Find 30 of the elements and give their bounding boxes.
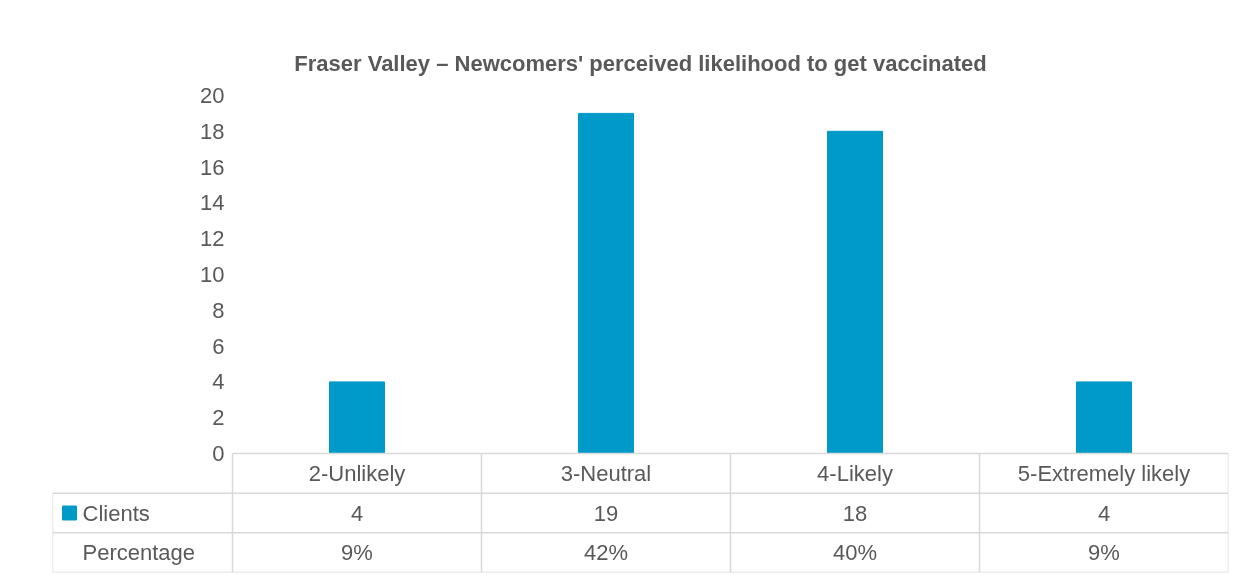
data-label: 4 [1097, 500, 1111, 526]
y-tick-label: 6 [212, 333, 225, 359]
text: 40% [832, 540, 878, 566]
y-tick-label: 10 [200, 262, 225, 287]
x-tick-label: 2-Unlikely [308, 460, 406, 486]
bar [578, 112, 634, 454]
data-label: 19 [593, 500, 619, 526]
legend-label: Clients [82, 500, 150, 526]
bar [1076, 381, 1132, 454]
bar [827, 130, 883, 454]
x-tick-label: 3-Neutral [560, 460, 652, 486]
y-tick-label: 16 [200, 154, 225, 180]
y-tick-label: 14 [200, 190, 225, 216]
data-label: 18 [842, 500, 868, 526]
bar [329, 381, 385, 454]
x-tick-label: 5-Extremely likely [1017, 460, 1191, 486]
y-tick-label: 12 [200, 226, 225, 252]
text: Percentage [82, 540, 196, 566]
data-label: 4 [350, 500, 364, 526]
text: 9% [1088, 540, 1120, 566]
y-tick-label: 0 [212, 441, 225, 466]
chart-title: Fraser Valley – Newcomers' perceived likelihood to get vaccinated [294, 50, 987, 76]
y-tick-label: 20 [200, 83, 225, 108]
text: 9% [341, 540, 373, 566]
y-tick-label: 2 [212, 405, 225, 431]
y-tick-label: 8 [212, 297, 225, 323]
x-tick-label: 4-Likely [817, 460, 893, 486]
y-tick-label: 18 [200, 118, 225, 144]
y-tick-label: 4 [212, 369, 225, 395]
text: 42% [583, 540, 629, 566]
